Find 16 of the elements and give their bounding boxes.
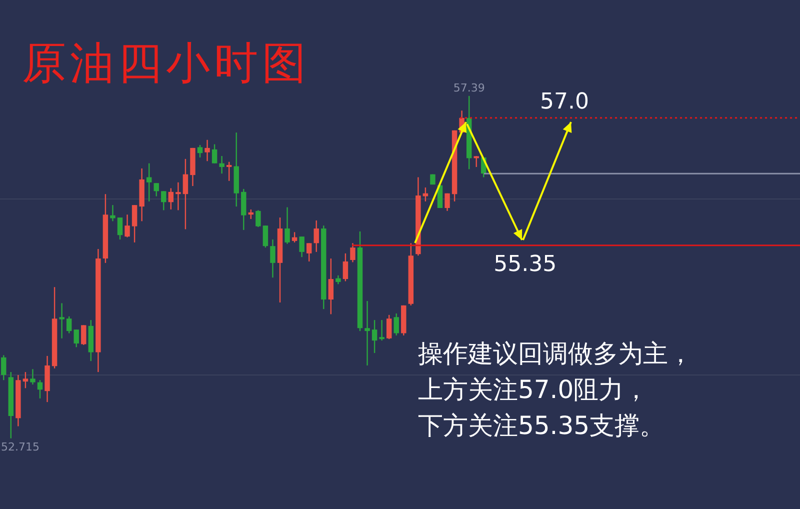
candlestick (59, 303, 64, 338)
candlestick (30, 369, 36, 384)
candlestick (379, 320, 384, 341)
candlestick (204, 140, 210, 162)
ref-line-label: 55.35 (494, 252, 557, 278)
annotation: 操作建议回调做多为主， (418, 338, 693, 370)
annotation: 57.0 (540, 90, 589, 115)
annotation: 52.715 (1, 440, 40, 454)
candlestick (110, 205, 116, 222)
candlestick (219, 156, 224, 174)
annotation: 57.39 (453, 81, 485, 94)
annotation: 下方关注55.35支撑。 (418, 410, 666, 442)
annotation: 上方关注57.0阻力， (418, 374, 650, 406)
text: 原油四小时图 (22, 37, 310, 91)
candlestick (176, 182, 181, 210)
candlestick (364, 301, 370, 366)
